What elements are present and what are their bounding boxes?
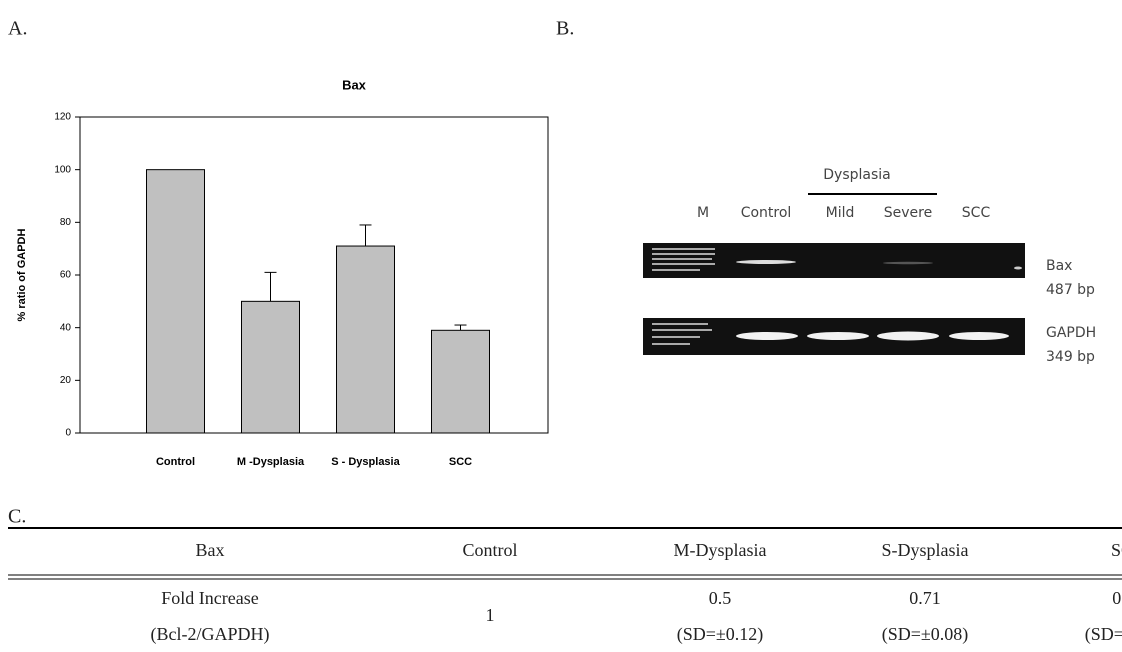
lane-label: Mild xyxy=(826,205,855,221)
band-label: Bax xyxy=(1046,258,1072,274)
bar xyxy=(432,330,490,433)
table-header: SCC xyxy=(1111,540,1122,560)
chart-title: Bax xyxy=(342,77,367,92)
error-bar xyxy=(455,325,467,330)
table-cell: (SD=±0.08) xyxy=(882,624,969,645)
lane-label: M xyxy=(697,205,709,221)
y-axis-label: % ratio of GAPDH xyxy=(16,229,28,322)
x-tick-label: M -Dysplasia xyxy=(237,456,305,468)
page: A. B. C. Bax % ratio of GAPDH Dysplasia … xyxy=(0,0,1122,652)
y-tick-label: 40 xyxy=(60,322,72,333)
lane-label: Control xyxy=(741,205,792,221)
band-label: GAPDH xyxy=(1046,325,1096,341)
y-tick-label: 100 xyxy=(54,164,71,175)
bar xyxy=(242,301,300,433)
figure: A. B. C. Bax % ratio of GAPDH Dysplasia … xyxy=(0,0,1122,652)
table-cell: (Bcl-2/GAPDH) xyxy=(151,624,270,645)
table-cell: 1 xyxy=(486,605,495,625)
panel-label: A. xyxy=(8,18,27,40)
lane-label: Severe xyxy=(884,205,932,221)
y-tick-label: 20 xyxy=(60,375,72,386)
x-tick-label: S - Dysplasia xyxy=(331,456,400,468)
band-label: 349 bp xyxy=(1046,349,1095,365)
table-header: M-Dysplasia xyxy=(674,540,767,560)
x-tick-label: Control xyxy=(156,456,195,468)
table-header: S-Dysplasia xyxy=(882,540,969,560)
y-tick-label: 80 xyxy=(60,217,72,228)
table-cell: (SD=±0.12) xyxy=(677,624,764,645)
table-header: Bax xyxy=(196,540,225,560)
table-cell: Fold Increase xyxy=(161,588,258,608)
y-tick-label: 0 xyxy=(65,428,71,439)
panel-label: B. xyxy=(556,18,574,40)
y-tick-label: 120 xyxy=(54,112,71,123)
bar xyxy=(147,170,205,433)
table-cell: (SD=±0.02) xyxy=(1085,624,1122,645)
gel-group: Dysplasia xyxy=(823,167,890,183)
y-tick-label: 60 xyxy=(60,270,72,281)
panel-label: C. xyxy=(8,506,26,528)
lane-label: SCC xyxy=(962,205,991,221)
error-bar xyxy=(265,272,277,301)
table-cell: 0.5 xyxy=(709,588,732,608)
x-tick-label: SCC xyxy=(449,456,472,468)
table-cell: 0.39 xyxy=(1112,588,1122,608)
band-label: 487 bp xyxy=(1046,282,1095,298)
bar xyxy=(337,246,395,433)
gel-image xyxy=(643,243,1025,355)
error-bar xyxy=(360,225,372,246)
table-header: Control xyxy=(462,540,517,560)
table-cell: 0.71 xyxy=(909,588,941,608)
